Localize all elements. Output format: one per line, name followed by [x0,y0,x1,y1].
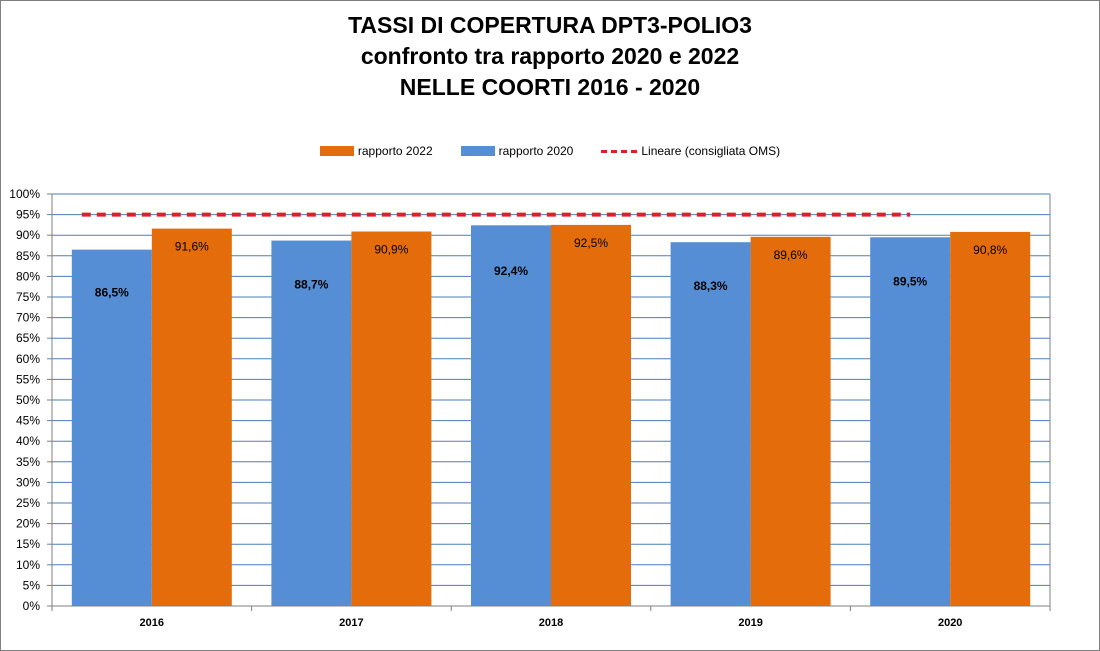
legend-item-oms-line: Lineare (consigliata OMS) [601,144,780,158]
legend-swatch-rapporto-2020 [460,146,495,156]
y-tick-label: 65% [16,331,40,345]
legend-label-rapporto-2020: rapporto 2020 [498,144,574,158]
x-category-label: 2018 [539,617,563,629]
y-tick-label: 60% [16,352,40,366]
y-tick-label: 0% [23,599,41,613]
y-tick-label: 90% [16,228,40,242]
y-tick-label: 55% [16,372,40,386]
bar-rapporto-2022 [151,228,232,606]
bar-rapporto-2022 [551,224,631,606]
legend-label-rapporto-2022: rapporto 2022 [357,144,433,158]
y-tick-label: 25% [16,496,40,510]
y-tick-label: 100% [9,187,40,201]
y-tick-label: 45% [16,414,40,428]
y-tick-label: 15% [16,537,40,551]
data-label-rapporto-2022: 89,6% [774,248,808,262]
x-category-label: 2019 [738,617,762,629]
bar-rapporto-2022 [950,231,1031,607]
data-label-rapporto-2022: 91,6% [175,240,209,254]
data-label-rapporto-2020: 88,7% [294,277,328,291]
y-tick-label: 85% [16,249,40,263]
data-label-rapporto-2022: 90,8% [973,243,1007,257]
chart-legend: rapporto 2022 rapporto 2020 Lineare (con… [0,144,1100,158]
chart-title-line-3: NELLE COORTI 2016 - 2020 [399,74,701,100]
data-label-rapporto-2020: 88,3% [694,279,728,293]
bar-rapporto-2020 [670,242,751,607]
y-tick-label: 30% [16,475,40,489]
data-label-rapporto-2022: 92,5% [574,236,608,250]
y-tick-label: 80% [16,269,40,283]
bar-rapporto-2020 [271,240,352,606]
x-category-label: 2020 [938,617,962,629]
legend-swatch-rapporto-2022 [319,146,354,156]
bar-rapporto-2020 [71,249,152,606]
legend-item-rapporto-2020: rapporto 2020 [460,144,574,158]
data-label-rapporto-2020: 89,5% [893,275,927,289]
y-tick-label: 50% [16,393,40,407]
y-tick-label: 10% [16,558,40,572]
chart-title-line-1: TASSI DI COPERTURA DPT3-POLIO3 [348,12,752,38]
legend-label-oms-line: Lineare (consigliata OMS) [641,144,781,158]
y-tick-label: 20% [16,517,40,531]
legend-item-rapporto-2022: rapporto 2022 [319,144,433,158]
x-category-label: 2017 [339,617,363,629]
data-label-rapporto-2020: 86,5% [95,285,129,299]
bar-rapporto-2020 [870,237,951,606]
y-tick-label: 40% [16,434,40,448]
bar-rapporto-2022 [351,231,432,606]
y-tick-label: 35% [16,455,40,469]
legend-swatch-oms-line [601,149,638,153]
y-tick-label: 95% [16,208,40,222]
data-label-rapporto-2022: 90,9% [374,242,408,256]
chart-title-line-2: confronto tra rapporto 2020 e 2022 [360,43,740,69]
x-category-label: 2016 [140,617,164,629]
y-tick-label: 75% [16,290,40,304]
y-tick-label: 5% [23,578,41,592]
bar-rapporto-2022 [750,236,831,606]
bar-rapporto-2020 [471,225,551,606]
y-tick-label: 70% [16,311,40,325]
data-label-rapporto-2020: 92,4% [494,264,528,278]
